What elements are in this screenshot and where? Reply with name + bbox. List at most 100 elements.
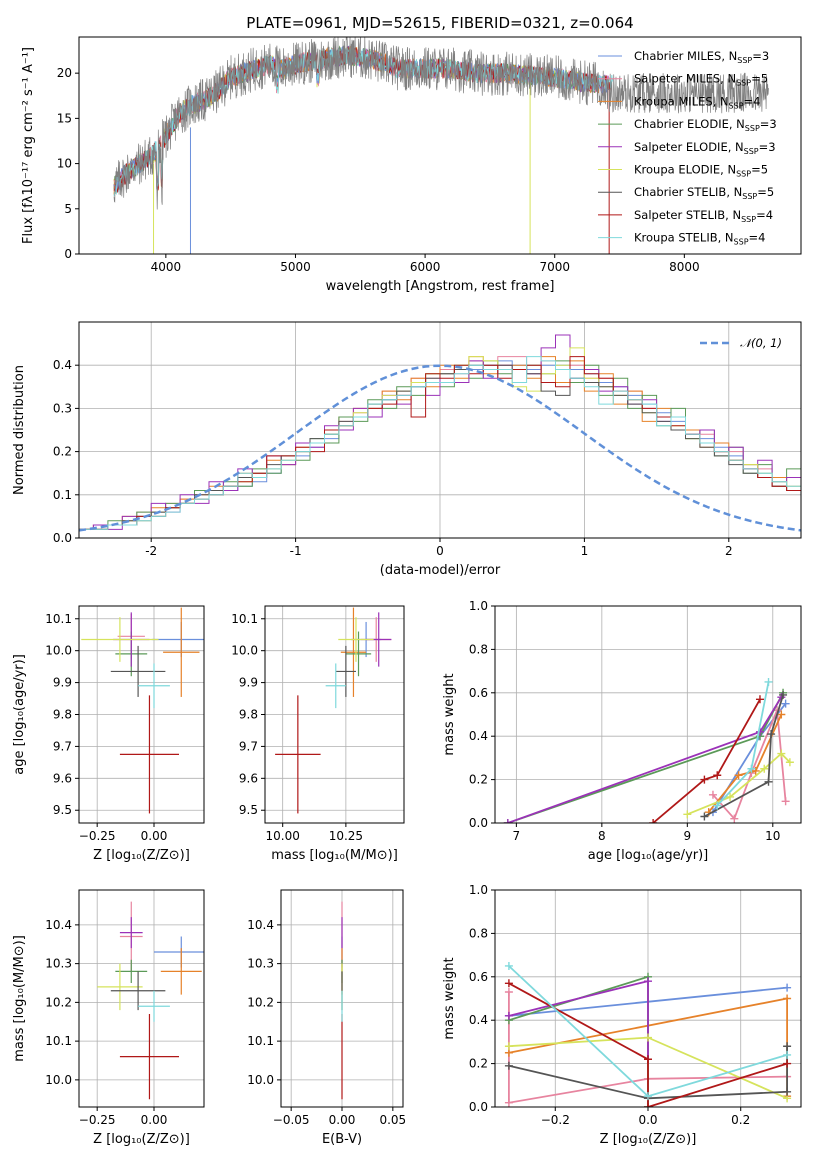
weight-marker [785, 758, 794, 767]
weight-marker [504, 1011, 513, 1020]
weight-marker [644, 1033, 652, 1042]
plot-area-age_vs_z [81, 607, 204, 814]
y-tick-label: 10.4 [45, 918, 72, 932]
plot-area-spectrum [113, 37, 769, 254]
weight-marker [781, 699, 790, 708]
y-tick-label: 9.9 [239, 676, 258, 690]
y-tick-label: 9.8 [53, 708, 72, 722]
weight-marker [751, 766, 760, 775]
x-axis-label: Z [log₁₀(Z/Z⊙)] [600, 1132, 697, 1147]
y-axis-label: age [log₁₀(age/yr)] [12, 654, 27, 775]
x-tick-label: 0.00 [141, 1113, 168, 1127]
panel-spectrum: 4000 5000 6000 7000 8000 0 5 10 15 20 wavelength [… [21, 36, 802, 294]
weight-marker [504, 1098, 513, 1107]
y-axis-label: Normed distribution [12, 365, 27, 495]
x-axis-label: (data-model)/error [380, 563, 501, 578]
x-tick-label: 2 [725, 544, 733, 558]
weight-marker [783, 1042, 792, 1051]
x-axis-label: E(B-V) [322, 1132, 362, 1147]
y-tick-label: 10.1 [247, 1034, 274, 1048]
y-axis-label: mass weight [442, 673, 457, 755]
weight-marker [504, 961, 513, 970]
y-tick-label: 0.2 [469, 773, 488, 787]
x-tick-label: 0.05 [379, 1113, 406, 1127]
histogram-chabrier_miles [79, 360, 801, 530]
plot-area-weight_vs_age [503, 677, 794, 823]
weight-marker [683, 810, 692, 819]
weight-marker [764, 677, 773, 686]
histogram-kroupa_stelib [79, 356, 801, 530]
weight-marker [504, 1042, 513, 1051]
legend-label: Salpeter MILES, NSSP=5 [634, 72, 768, 88]
x-tick-label: −0.05 [273, 1113, 310, 1127]
weight-line-salpeter_stelib [508, 982, 788, 1107]
plot-area-weight_vs_z [504, 961, 792, 1107]
y-tick-label: 0.0 [53, 531, 72, 545]
x-tick-label: −0.2 [541, 1113, 570, 1127]
y-tick-label: 10.0 [231, 644, 258, 658]
weight-marker [783, 1050, 792, 1059]
x-axis-label: Z [log₁₀(Z/Z⊙)] [93, 848, 190, 863]
legend-label: Kroupa STELIB, NSSP=4 [634, 231, 765, 247]
histogram-chabrier_stelib [79, 364, 801, 530]
x-axis-label: age [log₁₀(age/yr)] [588, 848, 709, 863]
y-tick-label: 10.1 [231, 612, 258, 626]
plot-area-mass_vs_z [97, 901, 204, 1100]
weight-marker [734, 771, 743, 780]
legend-label: Chabrier STELIB, NSSP=5 [634, 185, 774, 201]
weight-marker [777, 749, 786, 758]
gaussian-curve [79, 364, 801, 532]
axes-frame [78, 36, 802, 255]
weight-line-chabrier_stelib [703, 694, 784, 818]
weight-marker [713, 801, 722, 810]
weight-marker [783, 1059, 792, 1068]
x-axis-label: Z [log₁₀(Z/Z⊙)] [93, 1132, 190, 1147]
weight-marker [781, 797, 790, 806]
y-axis-label: mass weight [442, 957, 457, 1039]
weight-marker [767, 730, 776, 739]
weight-line-chabrier_elodie [507, 692, 784, 823]
y-tick-label: 0.0 [469, 1100, 488, 1114]
panel-weight_vs_z: −0.2 0.0 0.2 0.0 0.2 0.4 0.6 0.8 1.0 Z [log₁₀(Z/Z… [442, 883, 802, 1147]
x-axis-label: wavelength [Angstrom, rest frame] [326, 279, 555, 294]
legend-label: 𝒩(0, 1) [740, 336, 782, 350]
histogram-chabrier_elodie [79, 360, 801, 530]
y-tick-label: 9.8 [239, 708, 258, 722]
y-tick-label: 9.6 [53, 771, 72, 785]
x-tick-label: 0.00 [141, 829, 168, 843]
weight-marker [700, 812, 709, 821]
y-tick-label: 10.0 [45, 644, 72, 658]
legend-label: Salpeter STELIB, NSSP=4 [634, 208, 773, 224]
weight-marker [755, 695, 764, 704]
weight-line-chabrier_stelib [508, 1046, 788, 1100]
weight-marker [504, 979, 513, 988]
y-tick-label: 10.1 [45, 612, 72, 626]
axes-frame [494, 605, 802, 824]
legend-label: Kroupa MILES, NSSP=4 [634, 94, 760, 110]
y-tick-label: 0 [64, 247, 72, 261]
x-tick-label: 8000 [669, 260, 700, 274]
y-tick-label: 10.0 [45, 1073, 72, 1087]
plot-area-age_vs_mass [275, 607, 392, 814]
y-tick-label: 20 [57, 66, 72, 80]
panel-mass_vs_ebv: −0.05 0.00 0.05 10.0 10.1 10.2 10.3 10.4 E(B-V) [247, 889, 406, 1147]
panel-residuals: -2 -1 0 1 2 0.0 0.1 0.2 0.3 0.4 (data-model)/error… [12, 321, 802, 578]
y-tick-label: 0.8 [469, 926, 488, 940]
panel-age_vs_z: −0.25 0.00 9.5 9.6 9.7 9.8 9.9 10.0 10.1 Z [log₁₀… [12, 605, 205, 863]
y-tick-label: 10.3 [45, 957, 72, 971]
weight-marker [783, 983, 792, 992]
legend-label: Kroupa ELODIE, NSSP=5 [634, 163, 768, 179]
weight-marker [747, 764, 756, 773]
legend: Chabrier MILES, NSSP=3 Salpeter MILES, NS… [598, 49, 777, 247]
y-tick-label: 9.7 [53, 739, 72, 753]
weight-marker [644, 1103, 652, 1107]
x-tick-label: 7000 [539, 260, 570, 274]
y-tick-label: 1.0 [469, 883, 488, 897]
x-axis-label: mass [log₁₀(M/M⊙)] [271, 848, 398, 863]
x-tick-label: 4000 [151, 260, 182, 274]
x-tick-label: -2 [145, 544, 157, 558]
x-tick-label: 1 [581, 544, 589, 558]
weight-marker [700, 775, 709, 784]
y-tick-label: 10 [57, 157, 72, 171]
